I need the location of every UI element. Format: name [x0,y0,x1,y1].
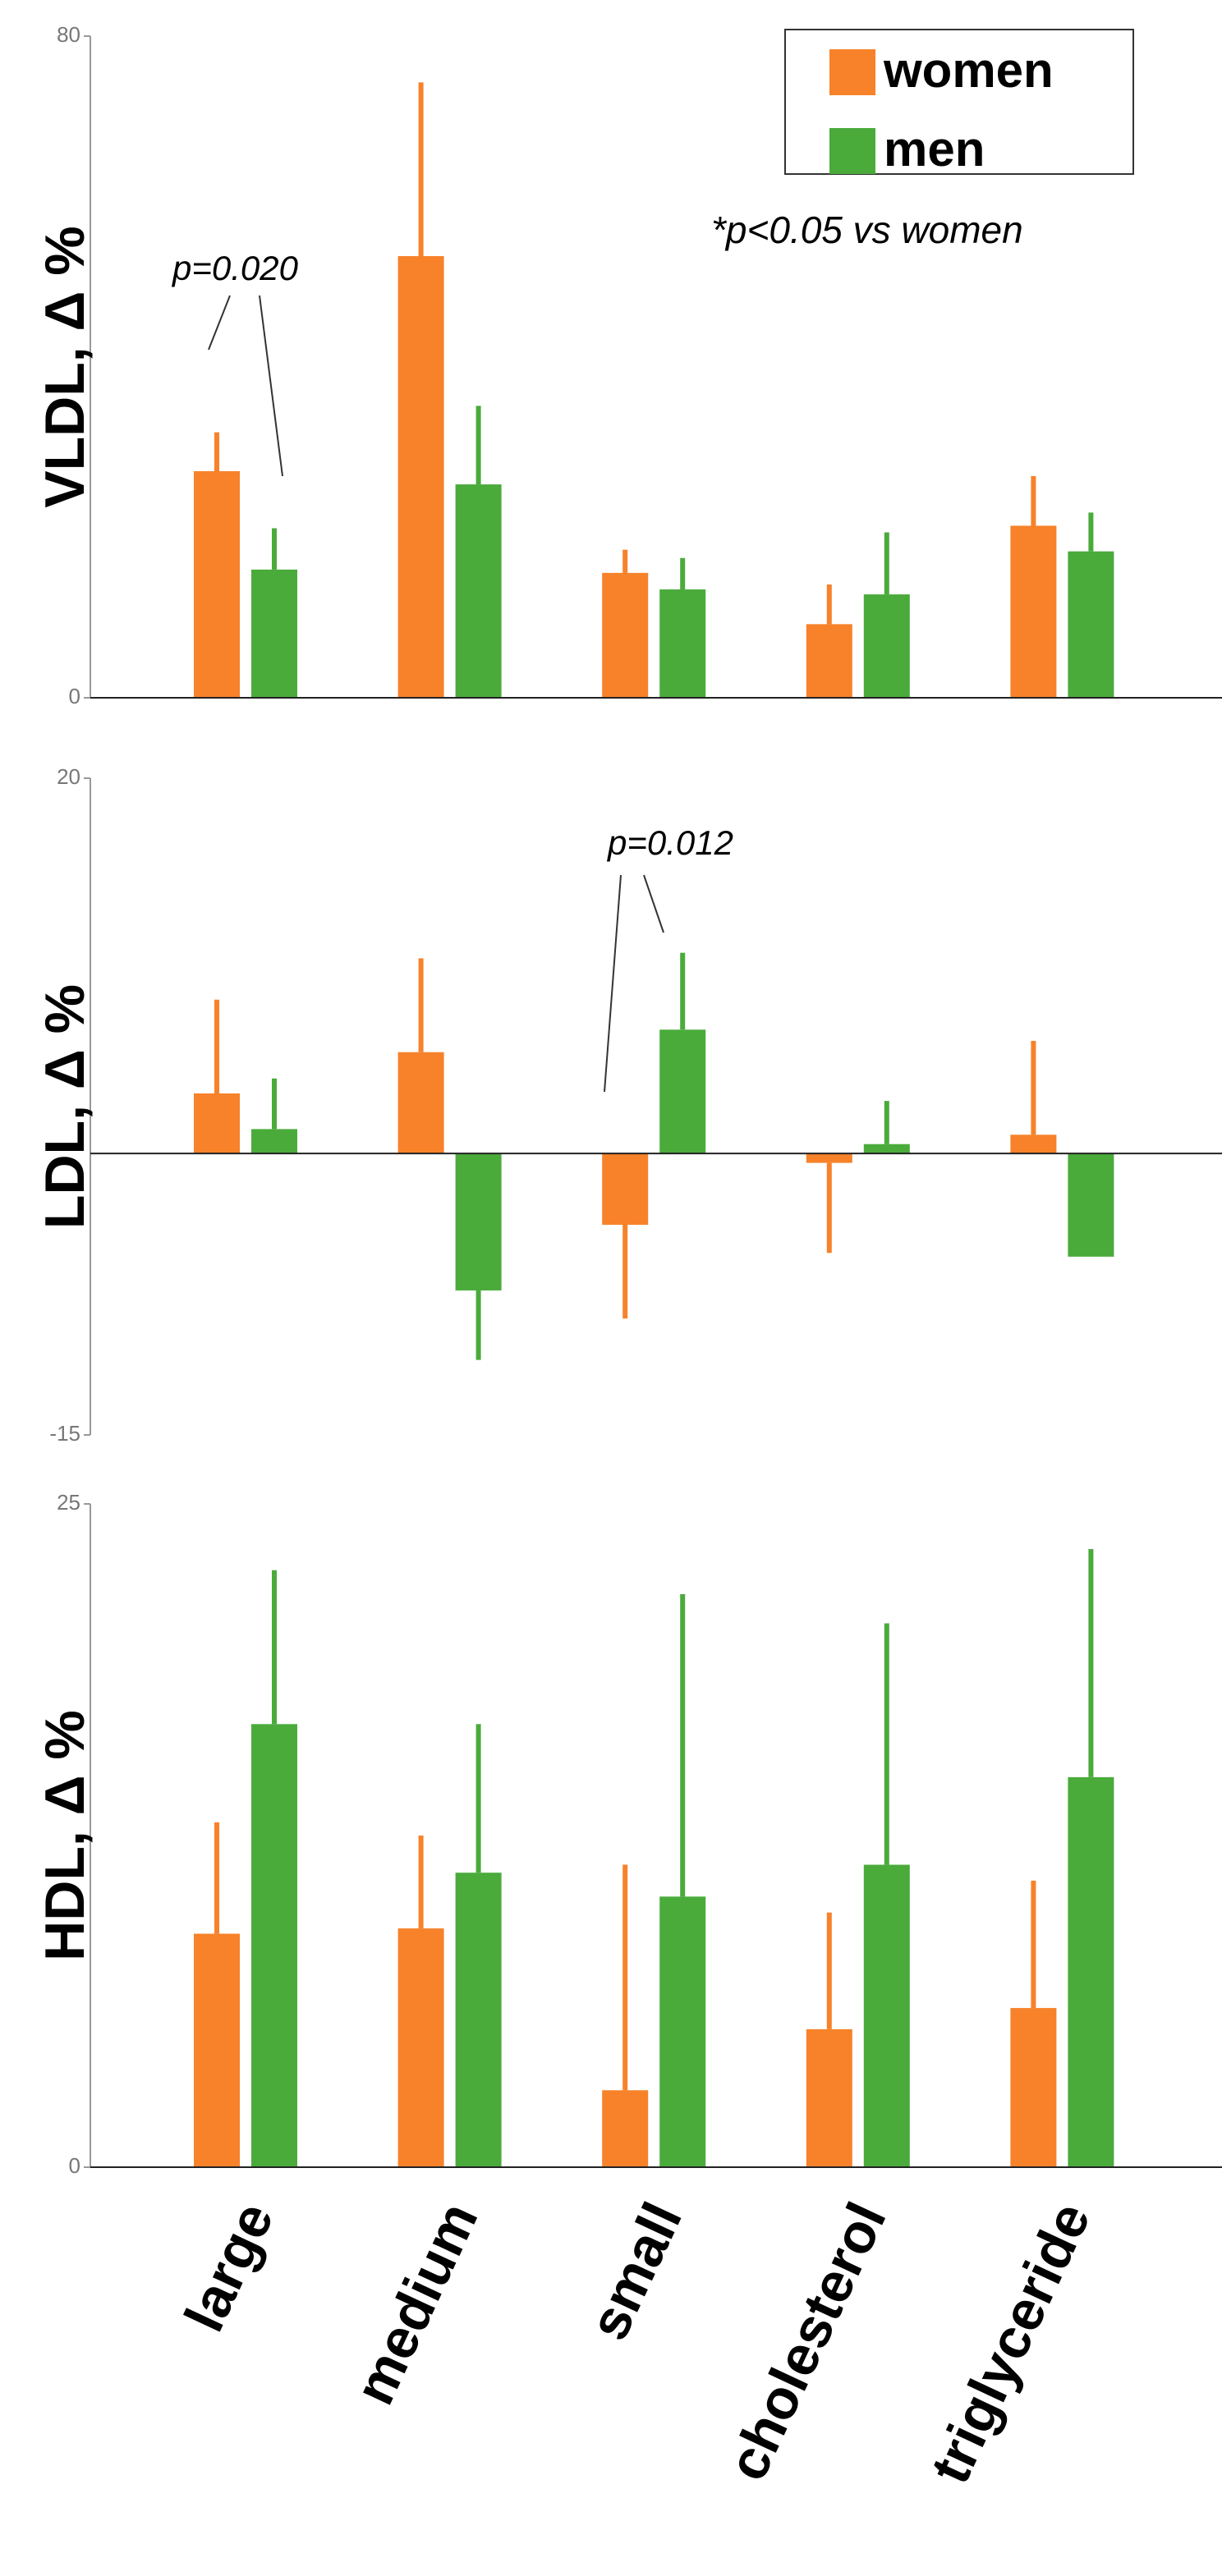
legend-swatch [829,128,875,174]
y-tick-label: 0 [69,684,80,708]
annotation: *p<0.05 vs women [711,209,1023,251]
bar [455,1872,502,2167]
bar [863,594,910,698]
bar [397,1928,444,2167]
bar [659,1896,706,2167]
y-axis-label: VLDL, Δ % [34,226,96,508]
bar [194,1933,240,2167]
x-tick-label: medium [342,2193,489,2413]
bar [194,1093,240,1154]
bar [397,1052,444,1154]
bar [1010,1134,1057,1154]
annotation-line [643,874,664,933]
annotation-line [604,874,622,1093]
legend-label: women [883,43,1054,98]
legend-swatch [829,49,875,95]
legend-label: men [884,121,985,176]
y-tick-label: -15 [49,1421,80,1446]
bar [806,1153,852,1163]
y-axis-label: HDL, Δ % [34,1710,96,1961]
bar [806,624,852,698]
y-tick-label: 25 [57,1490,80,1515]
bar [397,255,444,698]
bar [806,2028,852,2167]
annotation-line [208,295,231,351]
y-axis-label: LDL, Δ % [34,984,96,1229]
annotation-line [259,295,283,477]
bar [602,1153,649,1225]
x-tick-label: small [577,2193,694,2349]
y-tick-label: 0 [69,2153,80,2178]
bar [602,572,649,698]
bar [659,1029,706,1154]
bar [1010,525,1057,698]
bar [1068,1776,1114,2167]
x-tick-label: cholesterol [715,2193,898,2490]
bar [455,1153,502,1290]
bar [251,1129,297,1154]
bar [251,569,297,698]
bar [251,1724,297,2167]
bar [602,2090,649,2167]
y-tick-label: 80 [57,22,80,47]
annotation: p=0.012 [606,823,733,862]
x-tick-label: large [172,2193,286,2340]
bar [863,1864,910,2167]
bar [1068,1153,1114,1257]
bar [194,470,240,698]
x-tick-label: triglyceride [918,2193,1102,2492]
bar [1068,551,1114,698]
bar [659,589,706,698]
bar [1010,2008,1057,2167]
bar [863,1144,910,1154]
bar [455,484,502,698]
y-tick-label: 20 [57,764,80,789]
annotation: p=0.020 [171,249,299,287]
